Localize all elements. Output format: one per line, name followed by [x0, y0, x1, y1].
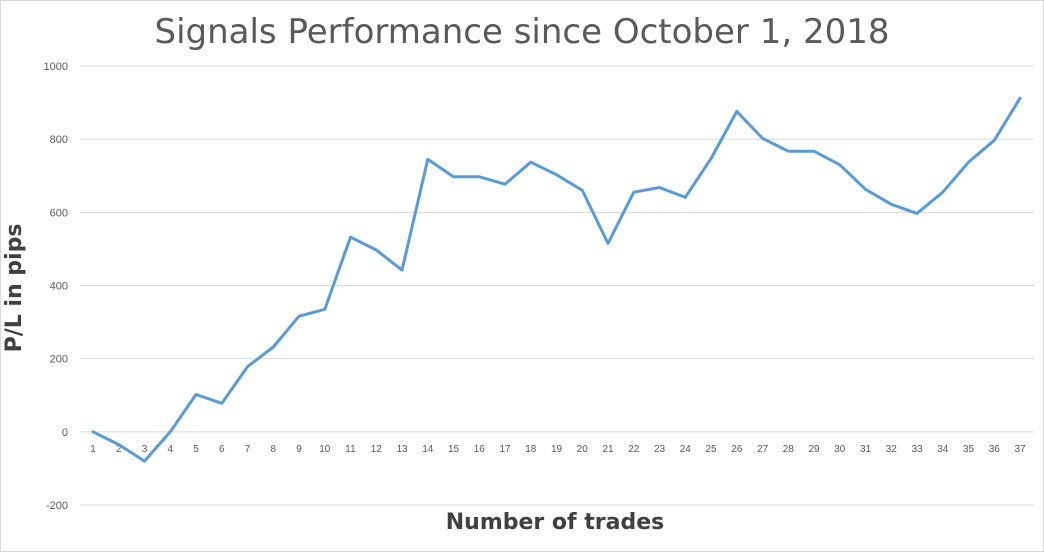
- x-tick-label: 34: [937, 444, 949, 455]
- x-tick-label: 32: [886, 444, 898, 455]
- x-tick-label: 6: [219, 444, 225, 455]
- x-tick-labels: 1 2 3 4 5 6 7 8 9 10 11 12 13 14 15 16 17 18 19 20 21 22 23 24 2…: [90, 444, 1026, 455]
- x-tick-label: 1: [90, 444, 96, 455]
- x-tick-label: 33: [911, 444, 923, 455]
- x-tick-label: 9: [296, 444, 302, 455]
- x-tick-label: 26: [731, 444, 743, 455]
- x-tick-label: 25: [705, 444, 717, 455]
- x-tick-label: 2: [116, 444, 122, 455]
- x-tick-label: 8: [270, 444, 276, 455]
- x-tick-label: 19: [551, 444, 563, 455]
- x-tick-label: 27: [757, 444, 769, 455]
- x-tick-label: 24: [680, 444, 692, 455]
- chart-title: Signals Performance since October 1, 201…: [154, 12, 890, 52]
- y-tick-label: 1000: [44, 61, 68, 73]
- y-tick-label: 400: [50, 281, 68, 293]
- y-tick-label: -200: [46, 500, 68, 512]
- y-tick-label: 600: [50, 207, 68, 219]
- x-tick-label: 13: [396, 444, 408, 455]
- x-tick-label: 15: [448, 444, 460, 455]
- x-tick-label: 16: [474, 444, 486, 455]
- x-tick-label: 17: [499, 444, 511, 455]
- series-group: [91, 96, 1022, 463]
- x-tick-label: 28: [783, 444, 795, 455]
- series-line: [91, 96, 1022, 463]
- x-tick-label: 7: [245, 444, 251, 455]
- x-tick-label: 10: [319, 444, 331, 455]
- x-tick-label: 14: [422, 444, 434, 455]
- x-tick-label: 37: [1014, 444, 1026, 455]
- x-tick-label: 23: [654, 444, 666, 455]
- x-tick-label: 22: [628, 444, 640, 455]
- x-axis-label: Number of trades: [445, 510, 665, 535]
- x-tick-label: 20: [577, 444, 589, 455]
- x-tick-label: 30: [834, 444, 846, 455]
- x-tick-label: 3: [142, 444, 148, 455]
- x-tick-label: 29: [808, 444, 820, 455]
- x-tick-label: 11: [345, 444, 356, 455]
- x-tick-label: 36: [989, 444, 1001, 455]
- y-tick-label: 0: [62, 427, 68, 439]
- x-tick-label: 18: [525, 444, 537, 455]
- x-tick-label: 12: [371, 444, 383, 455]
- x-tick-label: 35: [963, 444, 975, 455]
- y-tick-labels: -200 0 200 400 600 800 1000: [44, 61, 68, 512]
- y-tick-label: 800: [50, 134, 68, 146]
- x-tick-label: 5: [193, 444, 199, 455]
- x-tick-label: 31: [860, 444, 872, 455]
- gridlines: [80, 65, 1034, 506]
- y-tick-label: 200: [50, 354, 68, 366]
- x-tick-label: 21: [602, 444, 614, 455]
- x-tick-label: 4: [167, 444, 173, 455]
